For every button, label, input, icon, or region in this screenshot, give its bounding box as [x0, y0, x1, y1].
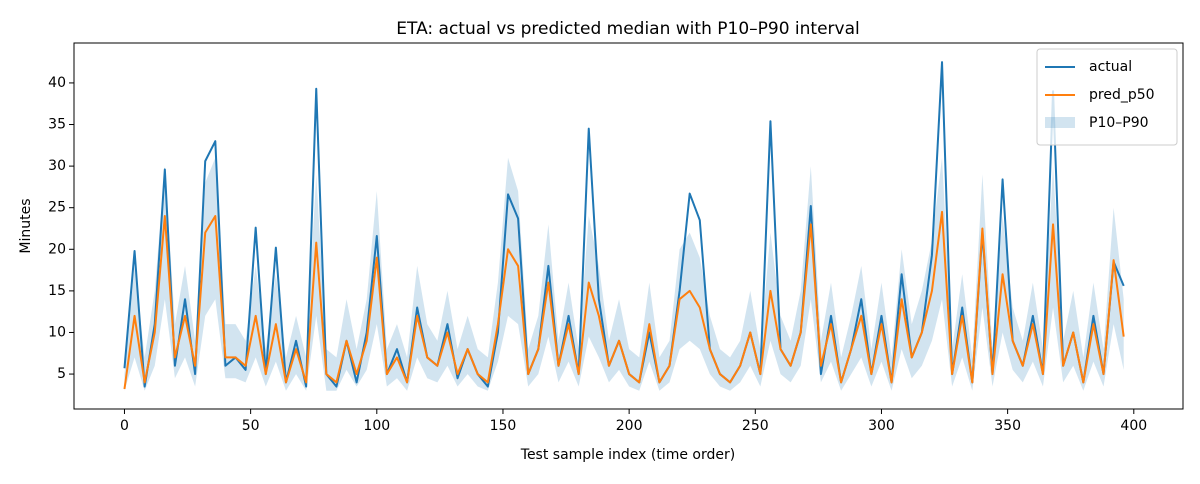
chart-title: ETA: actual vs predicted median with P10…	[396, 19, 859, 39]
x-tick-label: 0	[120, 418, 129, 434]
y-tick-label: 40	[48, 75, 66, 91]
x-tick-label: 350	[994, 418, 1021, 434]
legend-label: pred_p50	[1089, 87, 1155, 103]
y-tick-label: 20	[48, 241, 66, 257]
x-axis-label: Test sample index (time order)	[520, 447, 735, 463]
x-tick-label: 200	[616, 418, 643, 434]
x-tick-label: 300	[868, 418, 895, 434]
x-tick-label: 50	[242, 418, 260, 434]
plot-area	[123, 61, 1125, 391]
y-tick-label: 25	[48, 200, 66, 216]
series-line	[123, 210, 1125, 390]
y-tick-label: 10	[48, 324, 66, 340]
y-tick-label: 15	[48, 283, 66, 299]
x-tick-label: 250	[742, 418, 769, 434]
y-tick-label: 35	[48, 117, 66, 133]
plot-frame	[73, 42, 1184, 410]
x-tick-label: 400	[1120, 418, 1147, 434]
y-axis-label: Minutes	[18, 198, 34, 253]
legend-label: P10–P90	[1089, 115, 1149, 131]
x-tick-label: 100	[363, 418, 390, 434]
legend-box	[1036, 48, 1178, 146]
interval-band	[124, 157, 1124, 391]
y-tick-label: 30	[48, 158, 66, 174]
legend-label: actual	[1089, 59, 1132, 75]
x-tick-label: 150	[490, 418, 517, 434]
y-tick-label: 5	[57, 366, 66, 382]
legend-swatch	[1045, 117, 1075, 128]
